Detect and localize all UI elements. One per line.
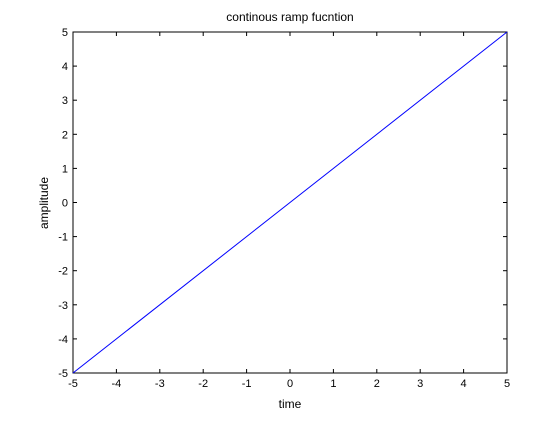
y-tick-label: -3 [58, 300, 68, 312]
y-tick-label: -2 [58, 266, 68, 278]
x-tick-label: -4 [112, 378, 122, 390]
y-tick-label: -4 [58, 334, 68, 346]
x-axis-label: time [279, 397, 302, 411]
x-tick-label: -3 [155, 378, 165, 390]
x-tick-label: -5 [68, 378, 78, 390]
x-tick-label: 4 [461, 378, 467, 390]
y-tick-label: 3 [62, 95, 68, 107]
y-tick-label: -5 [58, 368, 68, 380]
x-tick-label: 3 [417, 378, 423, 390]
x-tick-label: 1 [330, 378, 336, 390]
chart-title: continous ramp fucntion [226, 10, 353, 24]
y-axis-label: amplitude [37, 177, 51, 229]
y-tick-label: 4 [62, 61, 68, 73]
series-layer [72, 31, 508, 374]
series-line [72, 31, 508, 374]
y-tick-label: 1 [62, 163, 68, 175]
y-tick-label: 5 [62, 27, 68, 39]
x-tick-label: -1 [242, 378, 252, 390]
ticks-group: -5 -4 -3 -2 -1 0 1 2 3 4 5 -5 -4 -3 -2 -1 0 1 2 3 4 5 [58, 27, 510, 390]
y-tick-label: 2 [62, 129, 68, 141]
x-tick-label: 2 [374, 378, 380, 390]
x-tick-label: 5 [504, 378, 510, 390]
y-tick-label: -1 [58, 232, 68, 244]
x-tick-label: -2 [198, 378, 208, 390]
y-tick-label: 0 [62, 198, 68, 210]
x-tick-label: 0 [287, 378, 293, 390]
